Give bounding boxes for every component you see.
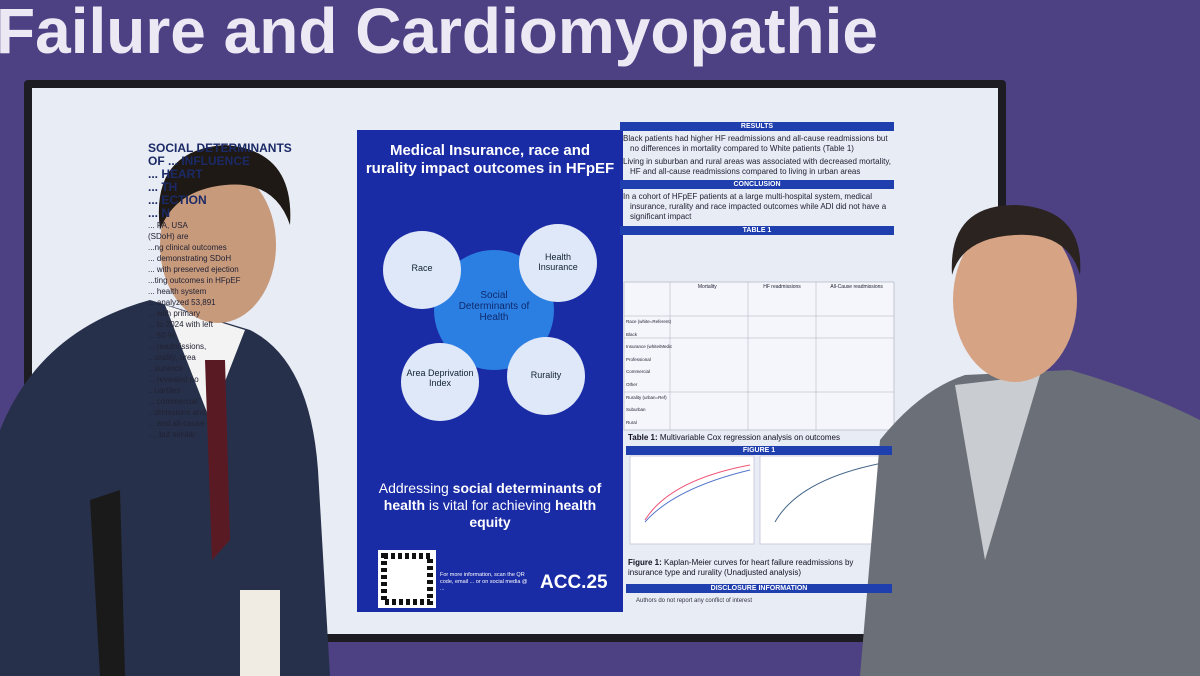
bullet: Living in suburban and rural areas was a… — [623, 157, 891, 176]
disclosure-text: Authors do not report any conflict of in… — [636, 598, 753, 604]
factor-circle — [401, 343, 479, 421]
row-label: Rurality (urban=Ref) — [626, 394, 667, 400]
statement-emphasis: health equity — [469, 497, 597, 530]
statement-part: Addressing — [378, 480, 453, 496]
microphone-stand — [90, 490, 125, 676]
text-fragment: ... with primary — [148, 309, 201, 318]
hair — [158, 145, 291, 230]
factor-label: Area Deprivation Index — [406, 368, 474, 388]
caption-label: Table 1: — [628, 433, 658, 442]
text-fragment: ...ng clinical outcomes — [148, 243, 227, 252]
column-header: Mortality — [697, 284, 717, 290]
table-grid — [624, 282, 894, 430]
row-label: Black — [626, 331, 638, 337]
section-title: TABLE 1 — [620, 226, 894, 235]
text-fragment: SOCIAL DETERMINANTS — [148, 141, 292, 155]
badge — [240, 590, 280, 676]
section-title: DISCLOSURE INFORMATION — [626, 584, 892, 593]
factor-label: Rurality — [530, 370, 562, 380]
text-fragment: ... N — [148, 206, 171, 220]
hair — [951, 205, 1081, 275]
text-fragment: ... with preserved ejection — [148, 265, 239, 274]
text-fragment: ... analyzed 53,891 — [148, 298, 216, 307]
bullet: In a cohort of HFpEF patients at a large… — [623, 192, 887, 221]
text-fragment: ... TH — [148, 180, 178, 194]
column-header: HF readmissions — [763, 284, 801, 290]
row-label: Insurance (white/Medicaid) — [626, 344, 672, 350]
text-fragment: ... ECTION — [148, 193, 207, 207]
figure-caption: Figure 1: Kaplan-Meier curves for heart … — [628, 558, 890, 578]
factor-label: Health Insurance — [538, 252, 578, 272]
factor-circle — [507, 337, 585, 415]
tie — [205, 360, 230, 560]
row-label: Professional — [626, 356, 651, 362]
qr-pattern — [381, 553, 433, 605]
bullet: Black patients had higher HF readmission… — [623, 134, 888, 153]
km-plot — [759, 455, 891, 545]
text-fragment: ... demonstrating SDoH — [148, 254, 232, 263]
text-fragment: ...ting outcomes in HFpEF — [148, 276, 241, 285]
statement: Addressing social determinants of health… — [372, 480, 608, 531]
text-fragment: ...surance — [148, 364, 184, 373]
text-fragment: ...uartiles — [148, 386, 181, 395]
section-title: RESULTS — [620, 122, 894, 131]
shirt — [955, 375, 1040, 560]
statement-part: is vital for achieving — [425, 497, 555, 513]
factor-circle — [519, 224, 597, 302]
bullets: Black patients had higher HF readmission… — [620, 134, 894, 177]
caption-label: Figure 1: — [628, 558, 662, 567]
km-curve — [644, 469, 751, 523]
left-column: SOCIAL DETERMINANTS OF ... INFLUENCE... H… — [148, 142, 358, 440]
hub-label: Social Determinants of Health — [458, 290, 530, 323]
row-label: Rural — [626, 419, 637, 425]
text-fragment: ... PA, USA — [148, 221, 188, 230]
text-fragment: ...urality, area — [148, 353, 196, 362]
person-suit — [860, 370, 1200, 676]
text-fragment: ... readmissions, — [148, 342, 207, 351]
face — [953, 218, 1077, 382]
caption-text: Multivariable Cox regression analysis on… — [657, 433, 840, 442]
text-fragment: ...dmissions and — [148, 408, 206, 417]
km-curve — [774, 461, 889, 523]
row-label: Commercial — [626, 369, 651, 375]
table-caption: Table 1: Multivariable Cox regression an… — [628, 433, 840, 442]
shirt — [165, 305, 245, 420]
bullets: In a cohort of HFpEF patients at a large… — [620, 192, 894, 222]
text-fragment: ... 50 % — [148, 331, 176, 340]
section-title: FIGURE 1 — [626, 446, 892, 455]
contact: For more information, scan the QR code, … — [440, 572, 528, 592]
text-fragment: ... commercial — [148, 397, 198, 406]
banner: Failure and Cardiomyopathie — [0, 0, 878, 67]
row-label: Race (white=Referent) — [626, 319, 672, 324]
row-label: Suburban — [626, 407, 646, 413]
text-fragment: ... health system — [148, 287, 207, 296]
table-body — [623, 281, 895, 431]
person-suit — [0, 300, 330, 676]
right-column: RESULTS Black patients had higher HF rea… — [620, 122, 894, 235]
km-curve — [644, 464, 751, 521]
section-title: CONCLUSION — [620, 180, 894, 189]
row-label: Other — [626, 381, 638, 387]
face — [160, 167, 276, 323]
factor-circle — [383, 231, 461, 309]
factor-label: Race — [411, 263, 433, 273]
statement-emphasis: social determinants of health — [383, 480, 602, 513]
qr-code — [378, 550, 436, 608]
caption-text: Kaplan-Meier curves for heart failure re… — [628, 558, 854, 577]
text-fragment: OF ... INFLUENCE — [148, 154, 250, 168]
text-fragment: ... and all-cause — [148, 419, 205, 428]
logo: ACC.25 — [540, 572, 608, 593]
km-plot — [629, 455, 755, 545]
headline: Medical Insurance, race and rurality imp… — [365, 142, 615, 177]
text-fragment: ... to 2024 with left — [148, 320, 213, 329]
table-rows: Race (white=Referent) Black Insurance (whi… — [626, 316, 672, 429]
text-fragment: ... HEART — [148, 167, 203, 181]
text-fragment: ... revealed no — [148, 375, 199, 384]
text-fragment: ..., but similar — [148, 430, 196, 439]
column-header: All-Cause readmissions — [830, 284, 883, 290]
text-fragment: (SDoH) are — [148, 232, 189, 241]
table-header: Mortality HF readmissions All-Cause readmi… — [670, 284, 894, 290]
